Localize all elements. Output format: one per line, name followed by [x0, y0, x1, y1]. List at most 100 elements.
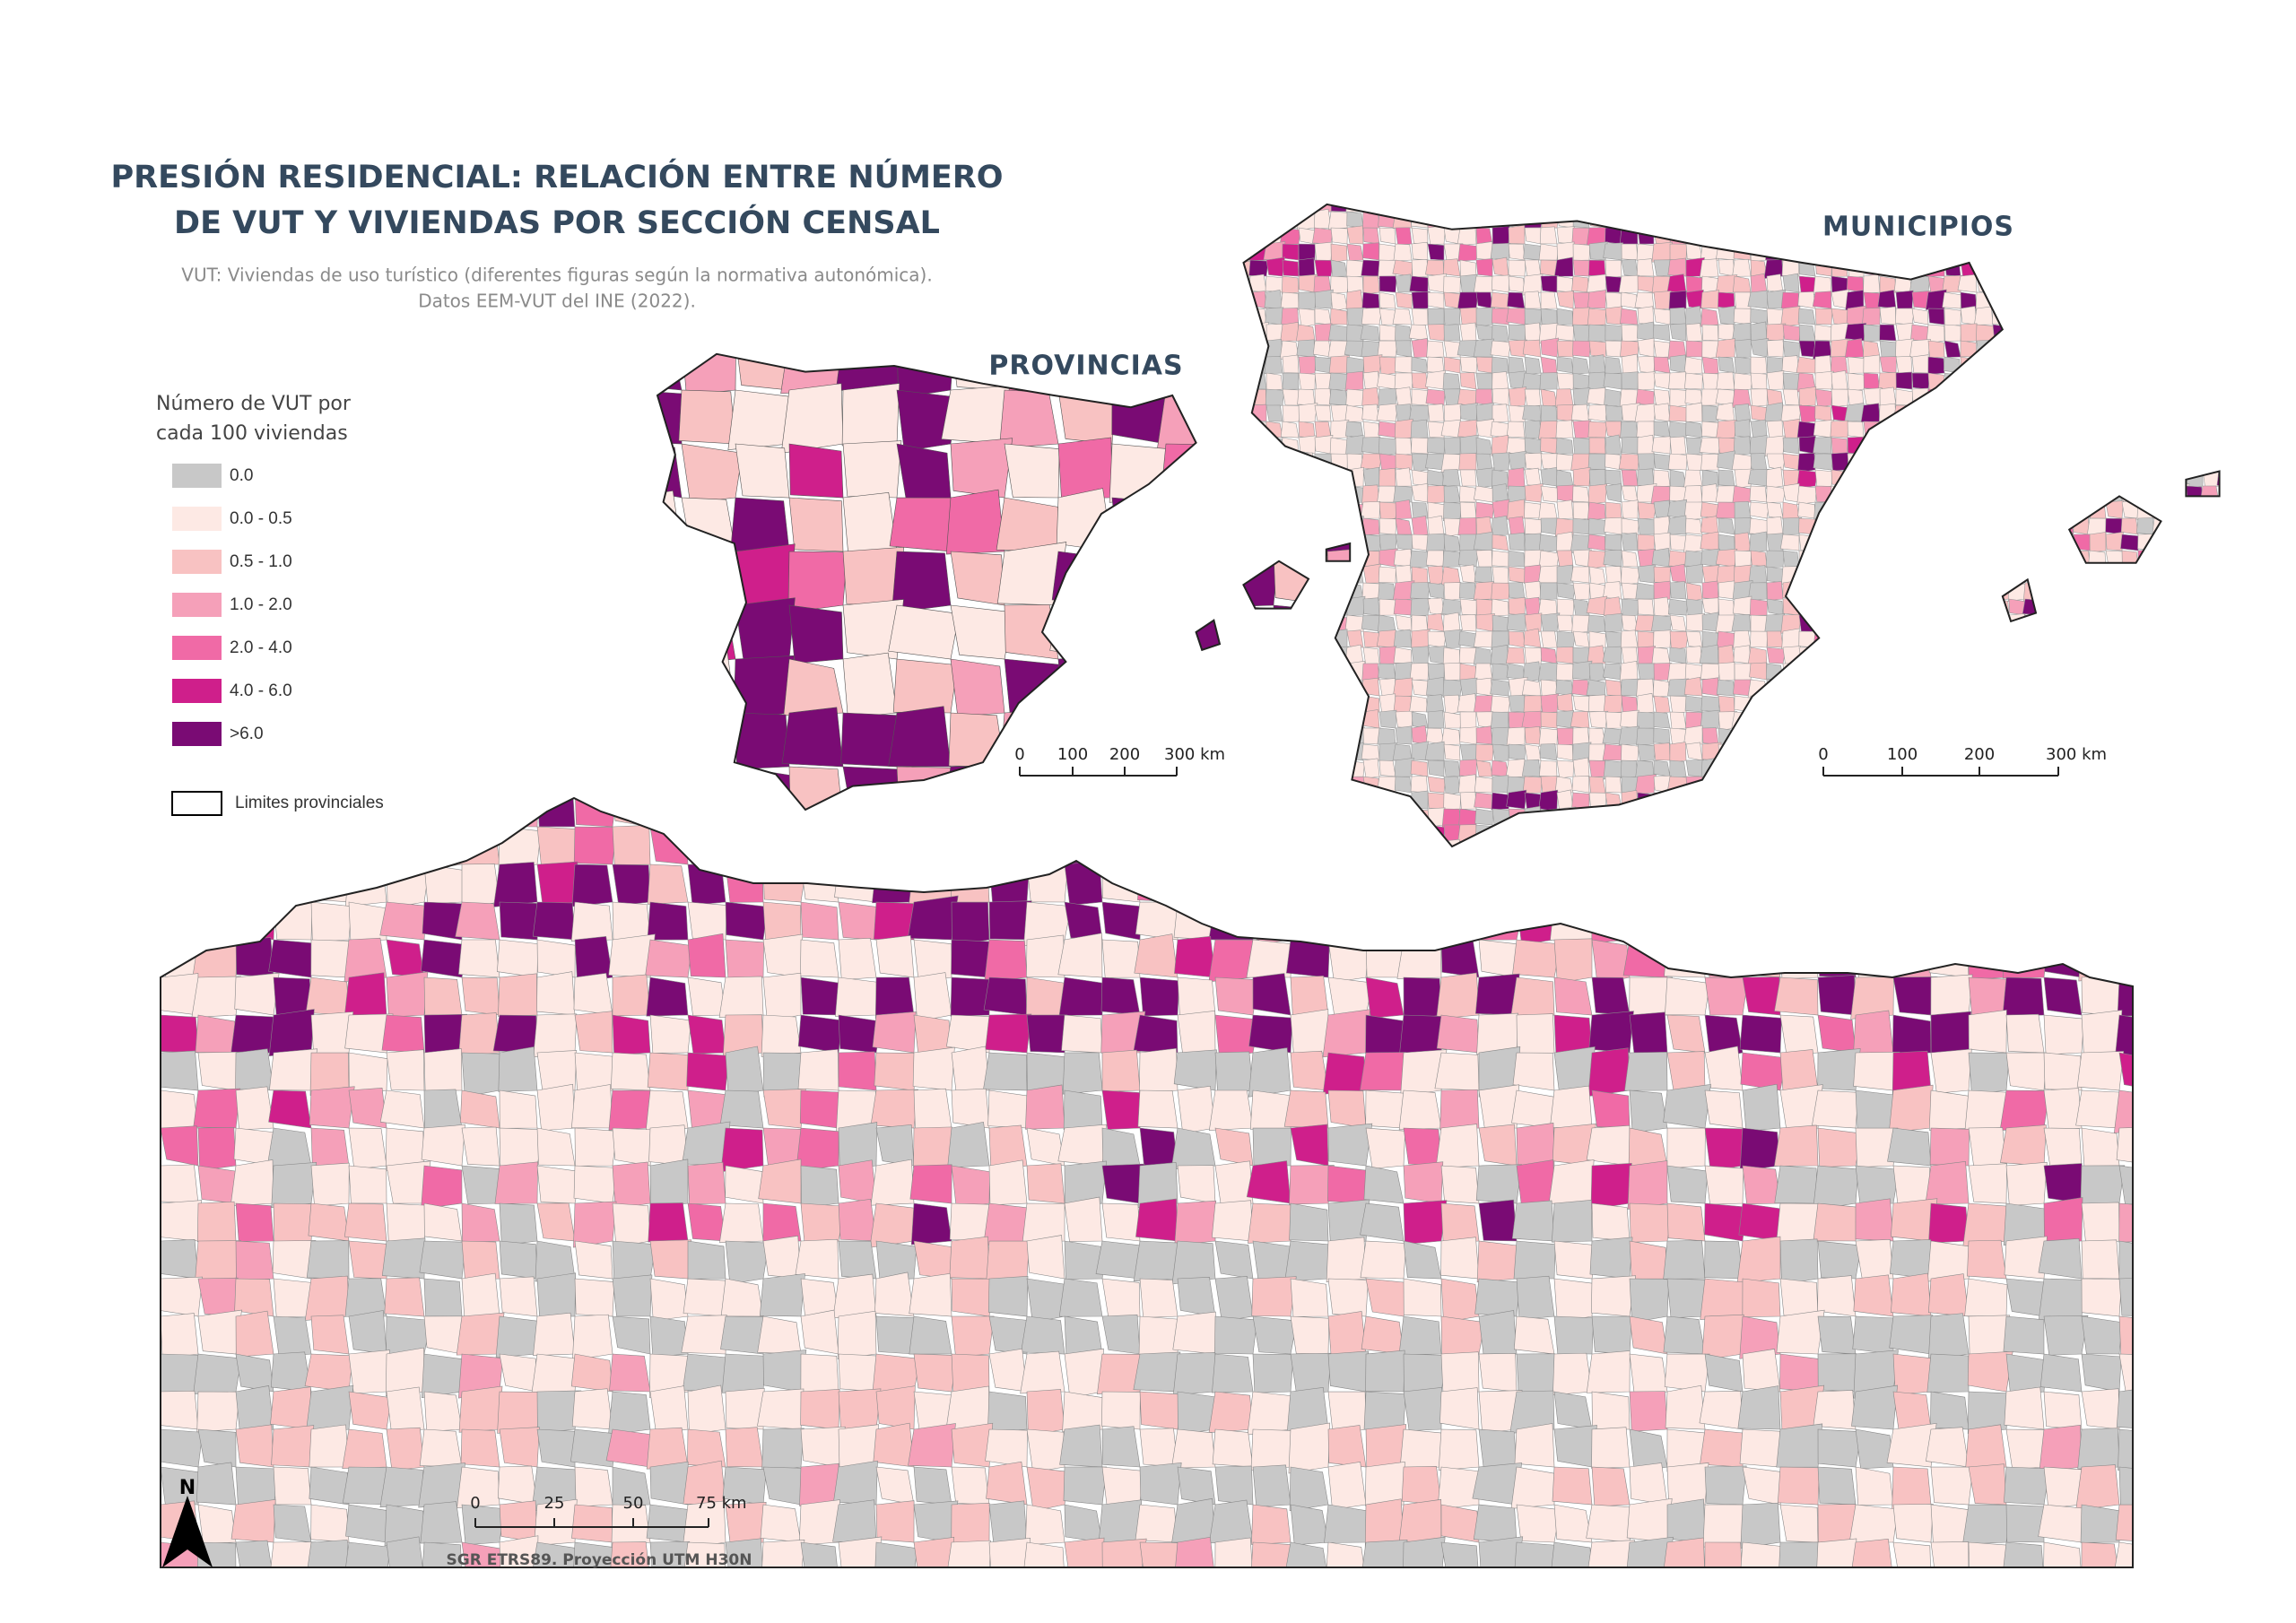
region [1968, 1010, 2007, 1054]
region [1202, 712, 1219, 730]
region [2202, 695, 2220, 713]
region [1540, 821, 1558, 843]
region [1298, 692, 1318, 714]
region [1621, 532, 1639, 551]
region [1605, 179, 1624, 198]
region [1796, 469, 1818, 489]
region [1701, 356, 1719, 377]
region [2023, 178, 2041, 195]
region [1199, 373, 1219, 392]
region [1312, 340, 1332, 358]
region [1412, 856, 1430, 876]
region [1961, 178, 1978, 195]
region [1457, 388, 1477, 406]
region [2170, 534, 2187, 551]
region [1243, 534, 1251, 553]
region [1629, 1011, 1668, 1054]
region [1750, 630, 1768, 648]
region [2073, 695, 2091, 713]
region [2071, 322, 2092, 342]
region [2071, 499, 2092, 519]
region [1620, 308, 1639, 325]
region [2251, 534, 2269, 552]
region [797, 1049, 839, 1091]
region [718, 976, 764, 1019]
region [1311, 580, 1332, 600]
region [1779, 534, 1800, 551]
region [1653, 211, 1671, 229]
region [1524, 501, 1542, 519]
region [2118, 1315, 2133, 1361]
region [1218, 260, 1236, 276]
region [2136, 436, 2155, 455]
region [1478, 1310, 1518, 1360]
region [1250, 179, 1268, 195]
region [2248, 825, 2270, 841]
region [1282, 679, 1301, 699]
region [2089, 792, 2109, 810]
region [1252, 826, 1295, 865]
region [1252, 858, 1298, 903]
region [2251, 551, 2268, 567]
region [951, 1278, 995, 1317]
region [1845, 824, 1865, 842]
region [1297, 482, 1316, 503]
region [419, 1428, 463, 1468]
region [1443, 324, 1461, 342]
region [1057, 655, 1117, 714]
region [2218, 808, 2220, 826]
region [1779, 1504, 1819, 1543]
region [2121, 613, 2139, 633]
region [1139, 1391, 1183, 1430]
region [2122, 873, 2140, 890]
region [1718, 792, 1735, 810]
region [269, 1541, 317, 1567]
region [1683, 469, 1703, 489]
region [1735, 179, 1751, 196]
region [896, 443, 952, 501]
region [1716, 243, 1735, 261]
region [2248, 583, 2268, 599]
region [1684, 372, 1703, 390]
region [681, 712, 736, 776]
region [1199, 873, 1218, 890]
region [788, 497, 844, 552]
region [687, 1384, 726, 1436]
region [1666, 1202, 1706, 1242]
region [1478, 1199, 1518, 1242]
region [1243, 211, 1251, 229]
region [1409, 695, 1429, 713]
north-arrow [162, 1496, 213, 1567]
region [1508, 630, 1526, 648]
region [1298, 532, 1316, 551]
region [1427, 404, 1445, 422]
region [1475, 855, 1493, 873]
region [1750, 243, 1768, 263]
region [2251, 405, 2268, 421]
region [271, 1161, 317, 1209]
region [1459, 726, 1479, 745]
region [2056, 369, 2075, 392]
region [2056, 499, 2074, 519]
region [2039, 628, 2058, 648]
region [735, 766, 794, 810]
region [1109, 820, 1166, 883]
region [1314, 356, 1332, 374]
region [1443, 776, 1461, 796]
region [2202, 211, 2220, 229]
region [2267, 178, 2283, 195]
region [1265, 534, 1283, 551]
region [1540, 485, 1560, 503]
region [1782, 482, 1800, 503]
region [1879, 434, 1897, 455]
region [1892, 822, 1913, 843]
region [1930, 1011, 1972, 1055]
region [268, 1009, 315, 1056]
region [1281, 776, 1300, 794]
region [1064, 1537, 1105, 1567]
region [1699, 791, 1719, 810]
region [1777, 826, 1823, 865]
region [2057, 485, 2077, 503]
region [1766, 204, 1786, 214]
region [2119, 421, 2141, 438]
